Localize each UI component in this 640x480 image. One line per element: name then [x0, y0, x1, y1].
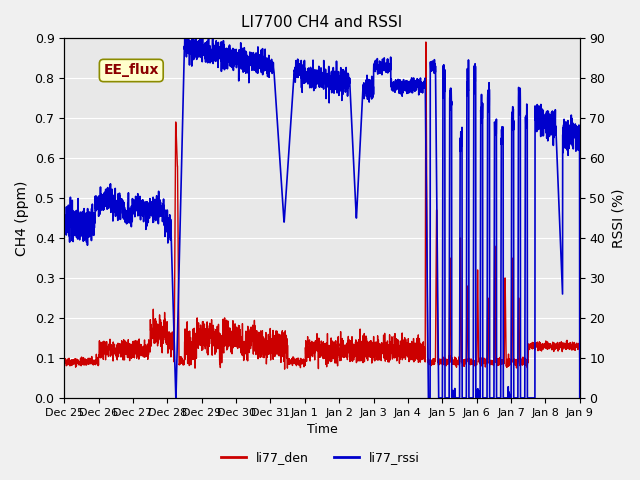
li77_den [281, 366, 289, 372]
X-axis label: Time: Time [307, 423, 337, 436]
Text: EE_flux: EE_flux [104, 63, 159, 77]
li77_den [60, 358, 68, 364]
li77_rssi [392, 85, 399, 91]
Line: li77_rssi: li77_rssi [64, 38, 580, 398]
li77_rssi [286, 136, 294, 142]
li77_den [290, 357, 298, 362]
Legend: li77_den, li77_rssi: li77_den, li77_rssi [216, 446, 424, 469]
li77_den [422, 39, 429, 45]
li77_den [126, 341, 134, 347]
li77_rssi [172, 395, 180, 401]
Y-axis label: RSSI (%): RSSI (%) [611, 188, 625, 248]
li77_den [576, 361, 584, 367]
li77_rssi [291, 70, 298, 75]
li77_rssi [330, 72, 338, 77]
li77_den [330, 339, 338, 345]
li77_rssi [181, 35, 189, 41]
Y-axis label: CH4 (ppm): CH4 (ppm) [15, 180, 29, 256]
li77_rssi [126, 211, 134, 216]
li77_den [285, 361, 293, 367]
Title: LI7700 CH4 and RSSI: LI7700 CH4 and RSSI [241, 15, 403, 30]
li77_rssi [60, 215, 68, 220]
Line: li77_den: li77_den [64, 42, 580, 369]
li77_den [414, 341, 422, 347]
li77_den [392, 342, 399, 348]
li77_rssi [576, 395, 584, 401]
li77_rssi [415, 80, 422, 86]
